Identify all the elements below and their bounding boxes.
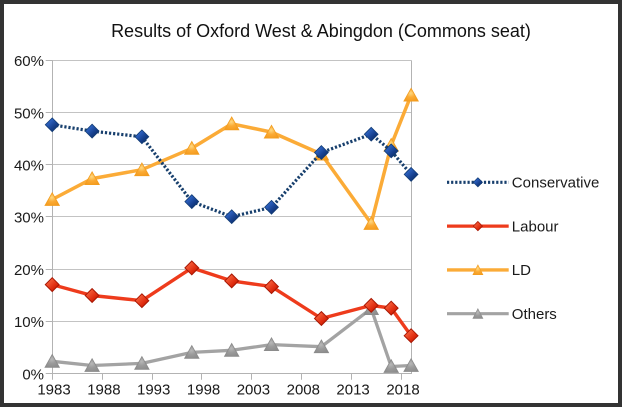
svg-text:10%: 10% bbox=[14, 314, 44, 331]
svg-text:60%: 60% bbox=[14, 53, 44, 70]
svg-text:2003: 2003 bbox=[237, 382, 270, 399]
svg-text:1998: 1998 bbox=[187, 382, 220, 399]
svg-text:Others: Others bbox=[512, 306, 557, 323]
svg-text:1983: 1983 bbox=[37, 382, 70, 399]
svg-text:0%: 0% bbox=[22, 366, 44, 383]
svg-text:20%: 20% bbox=[14, 262, 44, 279]
svg-text:LD: LD bbox=[512, 262, 531, 279]
svg-text:Labour: Labour bbox=[512, 218, 559, 235]
svg-text:30%: 30% bbox=[14, 210, 44, 227]
svg-text:1988: 1988 bbox=[87, 382, 120, 399]
svg-text:Results of Oxford West & Abing: Results of Oxford West & Abingdon (Commo… bbox=[111, 21, 531, 41]
svg-text:40%: 40% bbox=[14, 158, 44, 175]
svg-text:2008: 2008 bbox=[287, 382, 320, 399]
svg-text:Conservative: Conservative bbox=[512, 175, 600, 192]
svg-text:50%: 50% bbox=[14, 105, 44, 122]
svg-text:2013: 2013 bbox=[336, 382, 369, 399]
svg-text:1993: 1993 bbox=[137, 382, 170, 399]
svg-text:2018: 2018 bbox=[386, 382, 419, 399]
